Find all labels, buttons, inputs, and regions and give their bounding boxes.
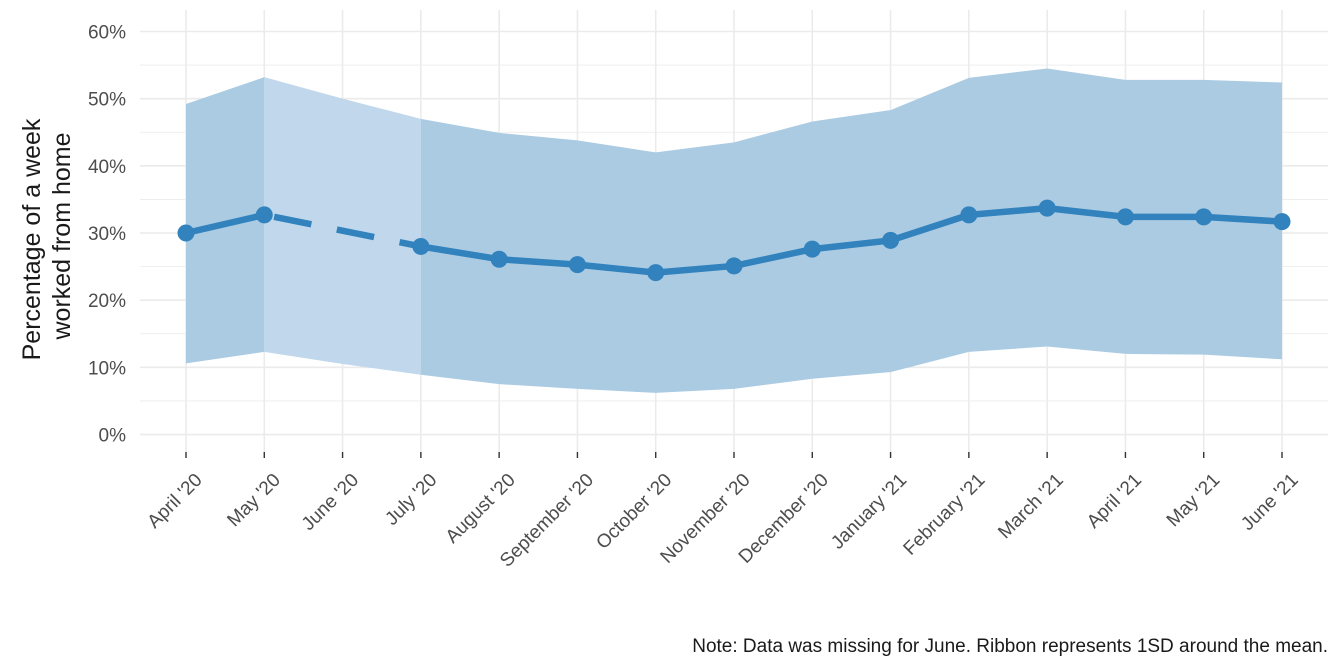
- y-tick-label: 20%: [88, 291, 126, 312]
- mean-line: [185, 204, 1283, 276]
- x-tick-label: February '21: [900, 470, 990, 560]
- x-tick-label: May '20: [223, 470, 284, 531]
- mean-point: [1273, 213, 1291, 231]
- ribbon-segment-observed-end: [420, 68, 1282, 393]
- y-tick-label: 10%: [88, 358, 126, 379]
- sd-ribbon: [186, 68, 1282, 393]
- mean-point: [960, 206, 978, 224]
- mean-line-segment-start: [185, 211, 266, 237]
- mean-point: [490, 250, 508, 268]
- x-tick-label: April '20: [144, 470, 207, 533]
- mean-line-segment-end: [420, 204, 1283, 276]
- mean-point: [568, 256, 586, 274]
- x-tick-label: August '20: [442, 470, 520, 548]
- y-axis-label-line-2: worked from home: [48, 132, 76, 340]
- mean-point: [803, 240, 821, 258]
- ribbon-segment-observed-start: [186, 77, 265, 364]
- ribbon-segment-missing-month: [264, 77, 421, 375]
- y-tick-label: 0%: [99, 426, 127, 447]
- mean-point: [177, 224, 195, 242]
- mean-points: [177, 199, 1291, 282]
- y-axis-ticks: 0% 10% 20% 30% 40% 50% 60%: [88, 22, 126, 446]
- mean-point: [1038, 199, 1056, 217]
- y-tick-label: 50%: [88, 90, 126, 111]
- y-tick-label: 40%: [88, 157, 126, 178]
- chart-caption: Note: Data was missing for June. Ribbon …: [692, 636, 1328, 657]
- x-tick-label: January '21: [827, 470, 911, 554]
- mean-point: [725, 257, 743, 275]
- mean-point: [1116, 208, 1134, 226]
- x-tick-label: June '20: [298, 470, 363, 535]
- mean-point: [647, 264, 665, 282]
- x-tick-label: June '21: [1237, 470, 1302, 535]
- x-tick-label: May '21: [1163, 470, 1224, 531]
- y-axis-label-line-1: Percentage of a week: [18, 118, 46, 360]
- x-tick-label: April '21: [1083, 470, 1146, 533]
- x-tick-label: March '21: [994, 470, 1067, 543]
- mean-point: [882, 231, 900, 249]
- x-tick-label: October '20: [592, 470, 676, 554]
- y-axis-label: Percentage of a week worked from home: [18, 112, 76, 361]
- mean-point: [255, 206, 273, 224]
- mean-point: [1195, 208, 1213, 226]
- mean-line-interpolated: [263, 211, 422, 250]
- x-tick-label: July '20: [381, 470, 441, 530]
- y-tick-label: 60%: [88, 22, 126, 43]
- x-axis-ticks: April '20 May '20 June '20 July '20 August '…: [144, 452, 1303, 572]
- y-tick-label: 30%: [88, 224, 126, 245]
- mean-point: [412, 237, 430, 255]
